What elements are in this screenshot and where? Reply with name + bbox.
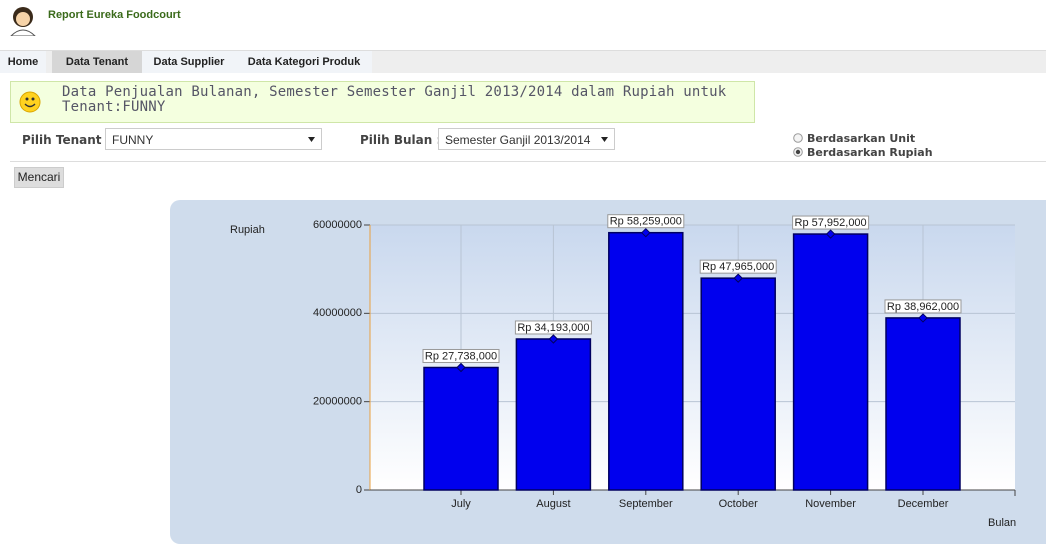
bar-marker: [456, 362, 466, 373]
tenant-value: FUNNY: [112, 133, 154, 147]
value-label: Rp 58,259,000: [610, 216, 682, 228]
nav-item[interactable]: Data Tenant: [52, 51, 142, 73]
bar: [885, 317, 961, 491]
value-label-box: [699, 259, 777, 274]
bar: [792, 233, 869, 491]
value-label-box: [607, 214, 685, 229]
heading-box: Data Penjualan Bulanan, Semester Semeste…: [10, 81, 755, 123]
x-tick-label: September: [619, 498, 673, 510]
x-tick-label: December: [898, 498, 949, 510]
value-label: Rp 57,952,000: [795, 217, 867, 229]
x-tick-label: November: [805, 498, 856, 510]
x-tick-label: October: [719, 498, 758, 510]
tenant-label: Pilih Tenant :: [22, 133, 111, 147]
value-label: Rp 47,965,000: [702, 261, 774, 273]
heading: Data Penjualan Bulanan, Semester Semeste…: [62, 84, 727, 115]
radio-circle: [793, 133, 803, 143]
dropdown-arrow: [308, 137, 315, 142]
x-tick-label: July: [451, 498, 471, 510]
value-label: Rp 34,193,000: [517, 322, 589, 334]
x-axis-label: Bulan: [988, 517, 1016, 529]
divider: [10, 161, 1046, 162]
value-label-box: [422, 348, 500, 363]
radio-label: Berdasarkan Unit: [807, 132, 916, 145]
dropdown-arrow: [601, 137, 608, 142]
search-button[interactable]: Mencari: [14, 167, 64, 188]
y-tick-label: 60000000: [313, 219, 362, 231]
site-title: Report Eureka Foodcourt: [48, 9, 181, 21]
radio-label: Berdasarkan Rupiah: [807, 146, 933, 159]
radio-option[interactable]: Berdasarkan Rupiah: [793, 146, 933, 159]
bar-marker: [548, 334, 559, 344]
bar-marker: [641, 227, 651, 238]
x-tick-label: August: [536, 498, 570, 510]
value-label: Rp 27,738,000: [425, 350, 497, 362]
bar: [608, 231, 684, 491]
month-value: Semester Ganjil 2013/2014: [445, 133, 591, 147]
bar: [700, 277, 776, 491]
nav-bar: Home Data Tenant Data Supplier Data Kategor…: [0, 50, 1046, 73]
radio-circle: [793, 147, 803, 157]
month-select[interactable]: Semester Ganjil 2013/2014: [438, 128, 615, 150]
value-label-box: [884, 299, 962, 314]
bar-marker: [825, 229, 836, 239]
smiley-icon: [19, 91, 41, 113]
nav-item[interactable]: Data Kategori Produk: [236, 51, 372, 73]
bar: [423, 366, 499, 491]
logo-icon: [10, 7, 36, 36]
tenant-select[interactable]: FUNNY: [105, 128, 322, 150]
y-tick-label: 20000000: [313, 396, 362, 408]
value-label-box: [514, 320, 592, 335]
value-label-box: [792, 215, 870, 230]
chart-panel: [170, 200, 1046, 544]
plot-area: [370, 225, 1015, 490]
y-tick-label: 0: [356, 484, 362, 496]
bar-marker: [918, 313, 928, 323]
bar: [515, 338, 592, 491]
bar-marker: [733, 273, 743, 283]
y-tick-label: 40000000: [313, 307, 362, 319]
nav-item[interactable]: Data Supplier: [142, 51, 236, 73]
nav-item[interactable]: Home: [0, 51, 46, 73]
month-label: Pilih Bulan :: [360, 133, 442, 147]
y-axis-label: Rupiah: [230, 224, 265, 236]
value-label: Rp 38,962,000: [887, 301, 959, 313]
radio-option[interactable]: Berdasarkan Unit: [793, 132, 915, 145]
